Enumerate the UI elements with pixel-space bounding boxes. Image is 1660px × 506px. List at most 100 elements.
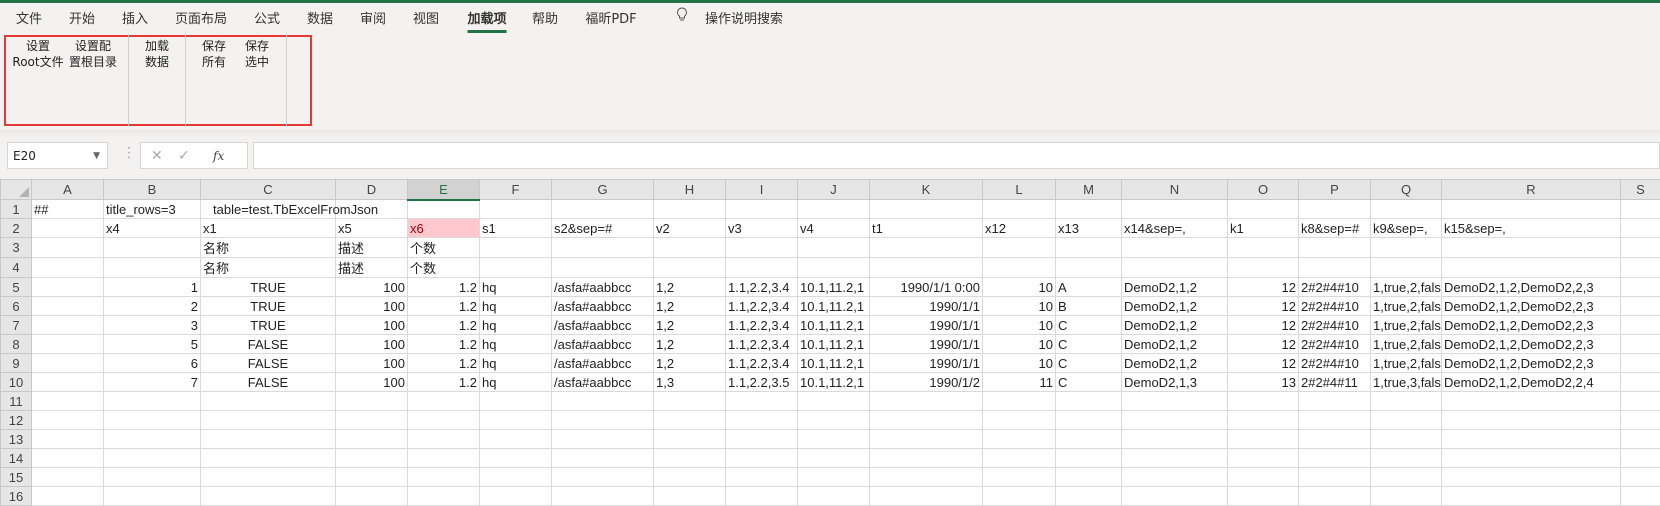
- cell-D8[interactable]: 100: [335, 334, 408, 354]
- cell-Q10[interactable]: 1,true,3,false: [1370, 372, 1442, 392]
- cell-I1[interactable]: [725, 199, 798, 219]
- cell-A14[interactable]: [31, 448, 104, 468]
- cell-S2[interactable]: [1620, 218, 1660, 238]
- cell-E13[interactable]: [407, 429, 480, 449]
- cell-L15[interactable]: [982, 467, 1056, 487]
- cell-K2[interactable]: t1: [869, 218, 983, 238]
- cell-M13[interactable]: [1055, 429, 1122, 449]
- cell-C8[interactable]: FALSE: [200, 334, 336, 354]
- cell-B15[interactable]: [103, 467, 201, 487]
- cell-O8[interactable]: 12: [1227, 334, 1299, 354]
- cell-J7[interactable]: 10.1,11.2,1: [797, 315, 870, 335]
- column-header-B[interactable]: B: [103, 179, 201, 200]
- cell-O13[interactable]: [1227, 429, 1299, 449]
- cell-N8[interactable]: DemoD2,1,2: [1121, 334, 1228, 354]
- cell-F12[interactable]: [479, 410, 552, 430]
- cell-B12[interactable]: [103, 410, 201, 430]
- cell-P6[interactable]: 2#2#4#10: [1298, 296, 1371, 316]
- cell-D4[interactable]: 描述: [335, 257, 408, 278]
- cell-Q4[interactable]: [1370, 257, 1442, 278]
- cell-N2[interactable]: x14&sep=,: [1121, 218, 1228, 238]
- cell-B6[interactable]: 2: [103, 296, 201, 316]
- cell-A12[interactable]: [31, 410, 104, 430]
- cell-E5[interactable]: 1.2: [407, 277, 480, 297]
- cell-N11[interactable]: [1121, 391, 1228, 411]
- cell-G3[interactable]: [551, 237, 654, 258]
- cell-Q7[interactable]: 1,true,2,false: [1370, 315, 1442, 335]
- cell-E10[interactable]: 1.2: [407, 372, 480, 392]
- cell-A9[interactable]: [31, 353, 104, 373]
- save-selected-button[interactable]: 保存 选中: [245, 38, 269, 70]
- column-header-D[interactable]: D: [335, 179, 408, 200]
- cell-N4[interactable]: [1121, 257, 1228, 278]
- cell-I9[interactable]: 1.1,2.2,3.4: [725, 353, 798, 373]
- cell-B1[interactable]: title_rows=3: [103, 199, 201, 219]
- cell-I13[interactable]: [725, 429, 798, 449]
- cell-N6[interactable]: DemoD2,1,2: [1121, 296, 1228, 316]
- cell-F5[interactable]: hq: [479, 277, 552, 297]
- cell-F7[interactable]: hq: [479, 315, 552, 335]
- tab-0[interactable]: 文件: [15, 12, 43, 27]
- chevron-down-icon[interactable]: ▼: [93, 151, 100, 161]
- cell-A3[interactable]: [31, 237, 104, 258]
- cell-C15[interactable]: [200, 467, 336, 487]
- cell-D11[interactable]: [335, 391, 408, 411]
- row-header[interactable]: 14: [0, 448, 32, 468]
- cell-L16[interactable]: [982, 486, 1056, 506]
- load-data-button[interactable]: 加载 数据: [145, 38, 169, 70]
- cell-R4[interactable]: [1441, 257, 1621, 278]
- cell-H4[interactable]: [653, 257, 726, 278]
- cell-H13[interactable]: [653, 429, 726, 449]
- cell-E15[interactable]: [407, 467, 480, 487]
- cell-J13[interactable]: [797, 429, 870, 449]
- row-header[interactable]: 2: [0, 218, 32, 238]
- cell-K11[interactable]: [869, 391, 983, 411]
- cell-L11[interactable]: [982, 391, 1056, 411]
- cell-B10[interactable]: 7: [103, 372, 201, 392]
- cell-E7[interactable]: 1.2: [407, 315, 480, 335]
- cell-S7[interactable]: [1620, 315, 1660, 335]
- column-header-P[interactable]: P: [1298, 179, 1371, 200]
- cell-N3[interactable]: [1121, 237, 1228, 258]
- cell-S15[interactable]: [1620, 467, 1660, 487]
- cell-L10[interactable]: 11: [982, 372, 1056, 392]
- cell-C5[interactable]: TRUE: [200, 277, 336, 297]
- cell-B4[interactable]: [103, 257, 201, 278]
- cell-R11[interactable]: [1441, 391, 1621, 411]
- cell-I4[interactable]: [725, 257, 798, 278]
- cell-Q14[interactable]: [1370, 448, 1442, 468]
- cell-R7[interactable]: DemoD2,1,2,DemoD2,2,3: [1441, 315, 1621, 335]
- cell-I6[interactable]: 1.1,2.2,3.4: [725, 296, 798, 316]
- cell-M12[interactable]: [1055, 410, 1122, 430]
- set-config-root-button[interactable]: 设置配 置根目录: [69, 38, 117, 70]
- cell-K14[interactable]: [869, 448, 983, 468]
- cell-H7[interactable]: 1,2: [653, 315, 726, 335]
- column-header-A[interactable]: A: [31, 179, 104, 200]
- cell-I12[interactable]: [725, 410, 798, 430]
- cell-B13[interactable]: [103, 429, 201, 449]
- cell-F11[interactable]: [479, 391, 552, 411]
- cell-C11[interactable]: [200, 391, 336, 411]
- cell-P4[interactable]: [1298, 257, 1371, 278]
- cell-J10[interactable]: 10.1,11.2,1: [797, 372, 870, 392]
- column-header-C[interactable]: C: [200, 179, 336, 200]
- cell-K3[interactable]: [869, 237, 983, 258]
- cell-M16[interactable]: [1055, 486, 1122, 506]
- cell-D13[interactable]: [335, 429, 408, 449]
- cell-L9[interactable]: 10: [982, 353, 1056, 373]
- cell-R2[interactable]: k15&sep=,: [1441, 218, 1621, 238]
- cell-C12[interactable]: [200, 410, 336, 430]
- cell-D16[interactable]: [335, 486, 408, 506]
- cell-P13[interactable]: [1298, 429, 1371, 449]
- cell-A8[interactable]: [31, 334, 104, 354]
- select-all-corner[interactable]: [0, 179, 32, 200]
- cell-N1[interactable]: [1121, 199, 1228, 219]
- cell-S4[interactable]: [1620, 257, 1660, 278]
- cell-I3[interactable]: [725, 237, 798, 258]
- cell-P16[interactable]: [1298, 486, 1371, 506]
- cell-Q15[interactable]: [1370, 467, 1442, 487]
- cell-J5[interactable]: 10.1,11.2,1: [797, 277, 870, 297]
- tab-10[interactable]: 福昕PDF: [585, 12, 637, 27]
- cell-Q13[interactable]: [1370, 429, 1442, 449]
- cell-M5[interactable]: A: [1055, 277, 1122, 297]
